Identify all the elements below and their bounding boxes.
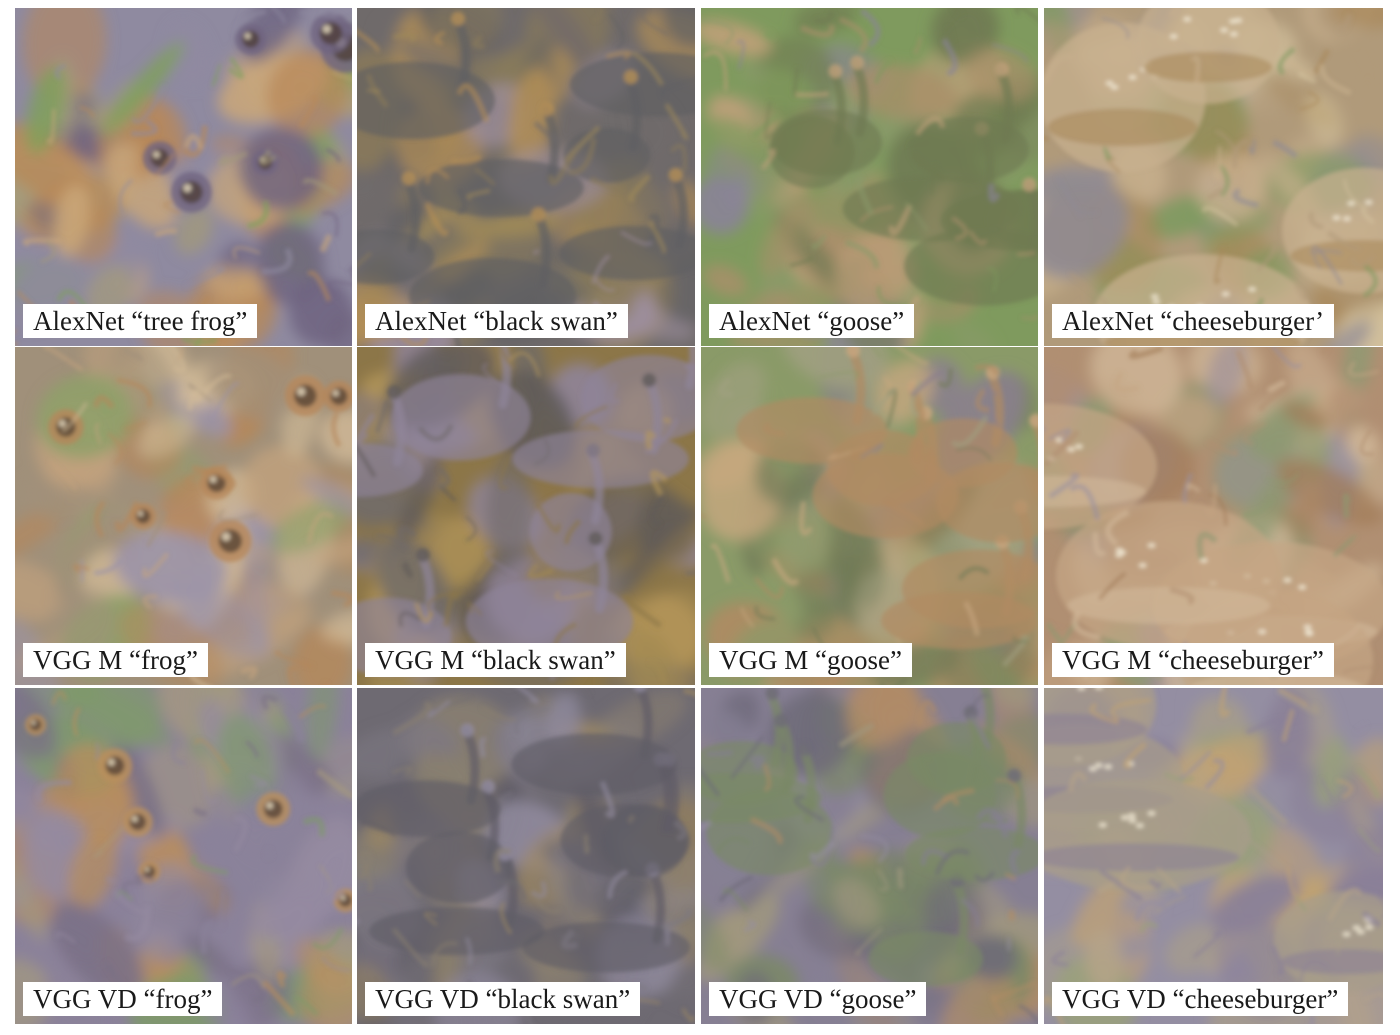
visualization-tile: VGG VD “goose” (701, 688, 1038, 1024)
tile-caption: VGG VD “goose” (709, 982, 927, 1016)
visualization-image (357, 347, 695, 685)
tile-caption: AlexNet “cheeseburger’ (1052, 304, 1335, 338)
visualization-image (1044, 347, 1383, 685)
visualization-image (357, 688, 695, 1024)
visualization-image (701, 8, 1038, 346)
visualization-image (15, 8, 352, 346)
visualization-image (15, 688, 352, 1024)
visualization-image (1044, 8, 1383, 346)
tile-caption: VGG VD “black swan” (365, 982, 641, 1016)
visualization-tile: AlexNet “cheeseburger’ (1044, 8, 1383, 346)
visualization-image (15, 347, 352, 685)
tile-caption: VGG VD “cheeseburger” (1052, 982, 1349, 1016)
visualization-image (357, 8, 695, 346)
visualization-tile: AlexNet “tree frog” (15, 8, 352, 346)
visualization-tile: AlexNet “black swan” (357, 8, 695, 346)
tile-caption: VGG M “cheeseburger” (1052, 643, 1334, 677)
visualization-image (701, 688, 1038, 1024)
tile-caption: VGG VD “frog” (23, 982, 223, 1016)
visualization-tile: VGG M “cheeseburger” (1044, 347, 1383, 685)
tile-caption: AlexNet “black swan” (365, 304, 628, 338)
visualization-tile: VGG M “black swan” (357, 347, 695, 685)
visualization-image (701, 347, 1038, 685)
visualization-tile: VGG VD “cheeseburger” (1044, 688, 1383, 1024)
tile-caption: VGG M “frog” (23, 643, 208, 677)
visualization-image (1044, 688, 1383, 1024)
visualization-tile: VGG VD “frog” (15, 688, 352, 1024)
visualization-tile: VGG VD “black swan” (357, 688, 695, 1024)
visualization-tile: VGG M “goose” (701, 347, 1038, 685)
visualization-tile: AlexNet “goose” (701, 8, 1038, 346)
visualization-tile: VGG M “frog” (15, 347, 352, 685)
tile-caption: AlexNet “tree frog” (23, 304, 258, 338)
tile-caption: VGG M “goose” (709, 643, 912, 677)
tile-caption: AlexNet “goose” (709, 304, 915, 338)
tile-caption: VGG M “black swan” (365, 643, 626, 677)
